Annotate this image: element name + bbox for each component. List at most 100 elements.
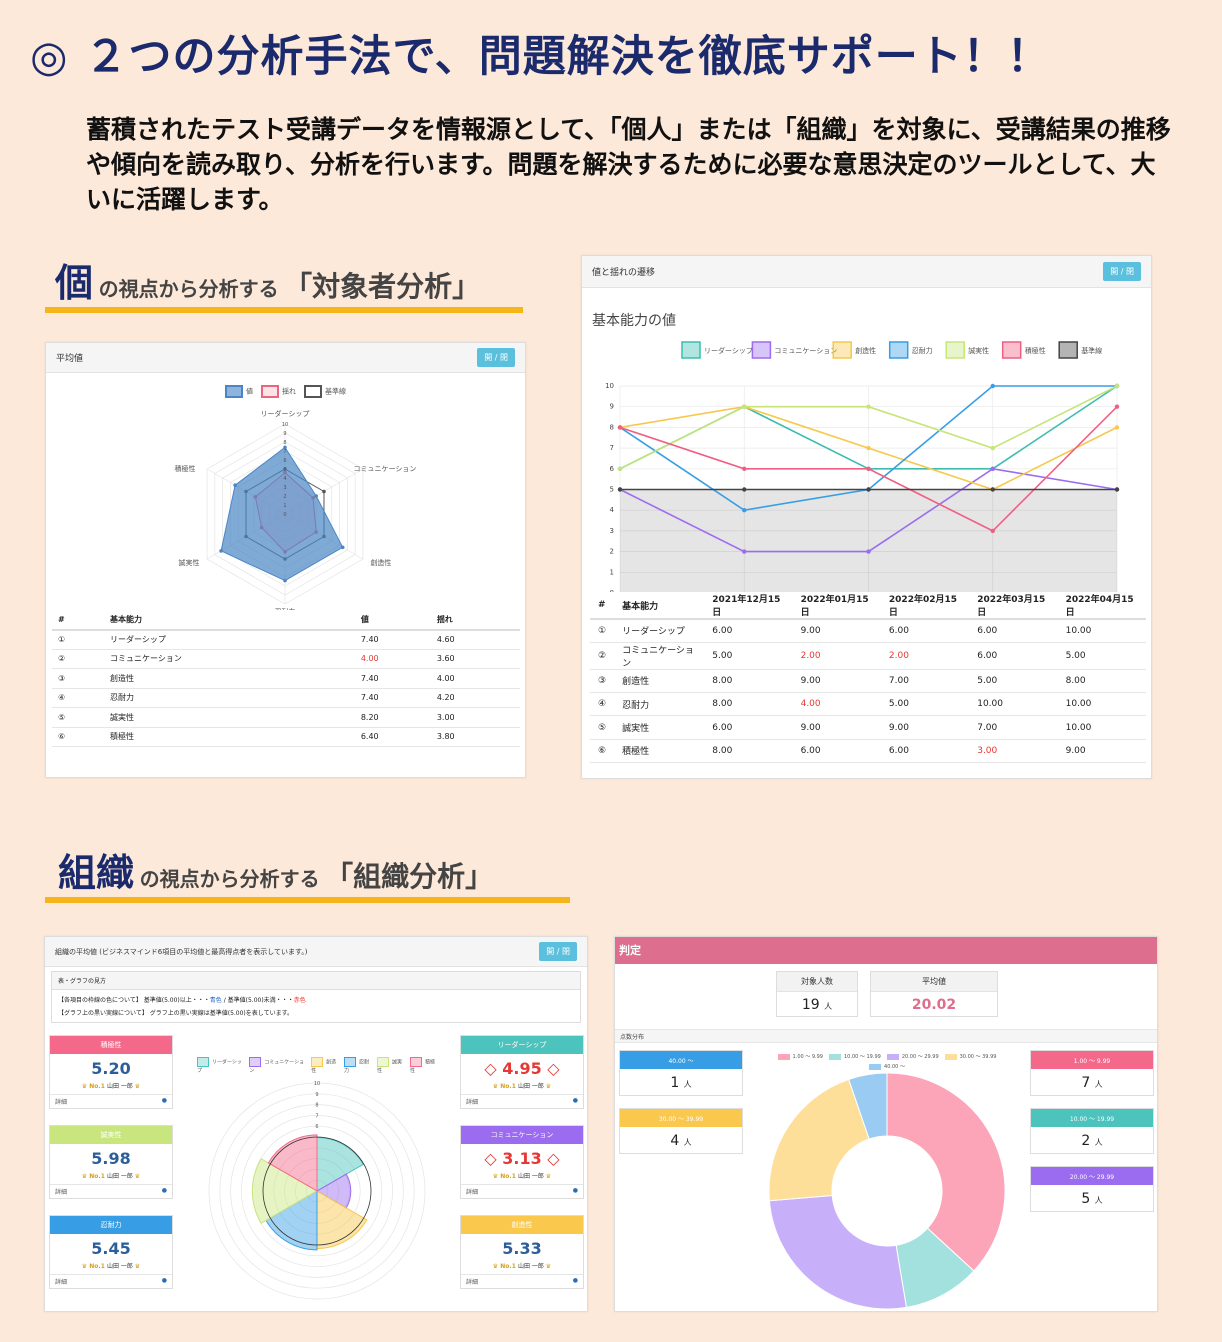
- stat-unit: 人: [824, 1002, 833, 1011]
- guide-box: 表・グラフの見方 【各項目の枠線の色について】 基準値(5.00)以上・・・青色…: [51, 971, 581, 1023]
- row-index: ①: [590, 619, 615, 643]
- polar-legend-item: 積極性: [410, 1057, 439, 1074]
- detail-plus-icon[interactable]: ●: [572, 1187, 578, 1194]
- distribution-unit: 人: [1094, 1138, 1103, 1147]
- ability-value: 6.40: [354, 727, 431, 747]
- donut-slice: [886, 1072, 1006, 1272]
- trend-value: 6.00: [792, 739, 881, 763]
- polar-legend-item: 誠実性: [377, 1057, 406, 1074]
- card-top-scorer: ♛ No.1 山田 一郎 ♛: [461, 1261, 583, 1270]
- distribution-range: 20.00 ～ 29.99: [1031, 1167, 1153, 1185]
- detail-link[interactable]: 詳細: [55, 1189, 68, 1196]
- radar-tick: 7: [283, 449, 286, 455]
- ability-sway: 4.20: [430, 688, 520, 708]
- ability-value: 4.00: [354, 649, 431, 669]
- detail-link[interactable]: 詳細: [55, 1099, 68, 1106]
- detail-plus-icon[interactable]: ●: [161, 1187, 167, 1194]
- donut-legend-swatch: [829, 1053, 841, 1060]
- card-top-scorer: ♛ No.1 山田 一郎 ♛: [50, 1081, 172, 1090]
- polar-legend-swatch: [197, 1057, 209, 1067]
- radar-legend-sway: 揺れ: [261, 385, 296, 398]
- rank-badge: No.1: [87, 1083, 107, 1090]
- line-point: [990, 528, 995, 534]
- line-point: [1114, 404, 1120, 409]
- trend-col-header: 2022年03月15日: [969, 592, 1058, 620]
- ability-name: リーダーシップ: [614, 619, 705, 643]
- detail-plus-icon[interactable]: ●: [161, 1097, 167, 1104]
- donut-legend-label: 30.00 ～ 39.99: [959, 1054, 997, 1060]
- detail-plus-icon[interactable]: ●: [572, 1097, 578, 1104]
- radar-tick: 5: [283, 467, 286, 473]
- table-row: ③ 創造性 7.40 4.00: [52, 668, 520, 689]
- trend-toggle-button[interactable]: 開 / 閉: [1103, 262, 1141, 281]
- detail-link[interactable]: 詳細: [55, 1279, 68, 1286]
- radar-tick: 8: [283, 440, 286, 446]
- detail-plus-icon[interactable]: ●: [161, 1277, 167, 1284]
- individual-title-kagi: 「対象者分析」: [284, 270, 481, 303]
- ability-card: 積極性 5.20 ♛ No.1 山田 一郎 ♛ 詳細 ●: [49, 1035, 173, 1109]
- detail-link[interactable]: 詳細: [466, 1189, 479, 1196]
- stat-label: 対象人数: [777, 972, 857, 992]
- trophy-icon: ♛: [81, 1173, 88, 1180]
- trophy-icon: ♛: [134, 1173, 141, 1180]
- ability-sway: 3.60: [430, 649, 520, 669]
- polar-grid: [219, 1093, 415, 1289]
- ability-name: 積極性: [104, 727, 355, 747]
- doughnut-chart: [768, 1072, 1006, 1310]
- trend-value: 6.00: [880, 619, 970, 643]
- polar-tick: 10: [314, 1081, 320, 1087]
- row-index: ②: [52, 649, 104, 669]
- ability-name: コミュニケーション: [614, 642, 705, 670]
- individual-section-title: 個 の視点から分析する 「対象者分析」: [55, 252, 480, 307]
- top-scorer-name: 山田 一郎: [517, 1173, 546, 1180]
- row-index: ⑤: [52, 707, 104, 728]
- line-point: [742, 508, 747, 513]
- page-headline: ◎ ２つの分析手法で、問題解決を徹底サポート！！: [30, 32, 1051, 82]
- radar-legend: 値 揺れ 基準線: [46, 385, 525, 398]
- trophy-icon: ♛: [134, 1083, 141, 1090]
- radar-point: [283, 578, 287, 583]
- trend-panel-title: 値と揺れの遷移: [592, 268, 656, 278]
- ability-card: リーダーシップ ◇ 4.95 ◇ ♛ No.1 山田 一郎 ♛ 詳細 ●: [460, 1035, 584, 1109]
- radar-axis-label: 誠実性: [179, 558, 200, 567]
- org-toggle-button[interactable]: 開 / 閉: [539, 942, 577, 961]
- trend-col-header: 2021年12月15日: [704, 592, 793, 620]
- row-index: ⑥: [590, 739, 615, 763]
- trend-value: 5.00: [880, 692, 970, 717]
- distribution-range: 30.00 ～ 39.99: [620, 1109, 742, 1127]
- detail-link[interactable]: 詳細: [466, 1279, 479, 1286]
- donut-legend-item: 40.00 ～: [869, 1063, 905, 1070]
- donut-legend-label: 40.00 ～: [884, 1064, 905, 1070]
- guide-title: 表・グラフの見方: [52, 972, 580, 990]
- distribution-count: 1 人: [670, 1075, 692, 1091]
- radar-tick: 3: [283, 485, 286, 491]
- detail-link[interactable]: 詳細: [466, 1099, 479, 1106]
- radar-legend-value: 値: [225, 385, 253, 398]
- row-index: ③: [52, 668, 104, 689]
- radar-tick: 0: [283, 512, 286, 518]
- radar-tick: 9: [283, 431, 286, 437]
- line-ytick: 5: [610, 486, 614, 494]
- line-legend-swatch: [681, 341, 701, 359]
- trend-panel-header: 値と揺れの遷移 開 / 閉: [582, 256, 1151, 288]
- card-value: ◇ 4.95 ◇: [484, 1059, 560, 1078]
- table-row: ④ 忍耐力 7.40 4.20: [52, 688, 520, 708]
- ability-value: 8.20: [354, 707, 431, 728]
- avg-col-header: 揺れ: [430, 610, 520, 631]
- ability-card: 忍耐力 5.45 ♛ No.1 山田 一郎 ♛ 詳細 ●: [49, 1215, 173, 1289]
- polar-legend-label: 創造性: [311, 1059, 337, 1075]
- line-point: [866, 487, 871, 492]
- line-point: [742, 549, 747, 554]
- org-panel-title: 組織の平均値 (ビジネスマインド6項目の平均値と最高得点者を表示しています。): [55, 947, 308, 956]
- detail-plus-icon[interactable]: ●: [572, 1277, 578, 1284]
- average-toggle-button[interactable]: 開 / 閉: [477, 348, 515, 367]
- trend-value: 6.00: [704, 619, 793, 643]
- row-index: ⑥: [52, 727, 104, 747]
- radar-tick: 2: [283, 494, 286, 500]
- distribution-range: 1.00 ～ 9.99: [1031, 1051, 1153, 1069]
- trend-value: 6.00: [969, 619, 1058, 643]
- line-point: [866, 404, 871, 409]
- distribution-range: 40.00 ～: [620, 1051, 742, 1069]
- distribution-card: 20.00 ～ 29.99 5 人: [1030, 1166, 1154, 1212]
- polar-legend-label: コミュニケーション: [249, 1059, 305, 1075]
